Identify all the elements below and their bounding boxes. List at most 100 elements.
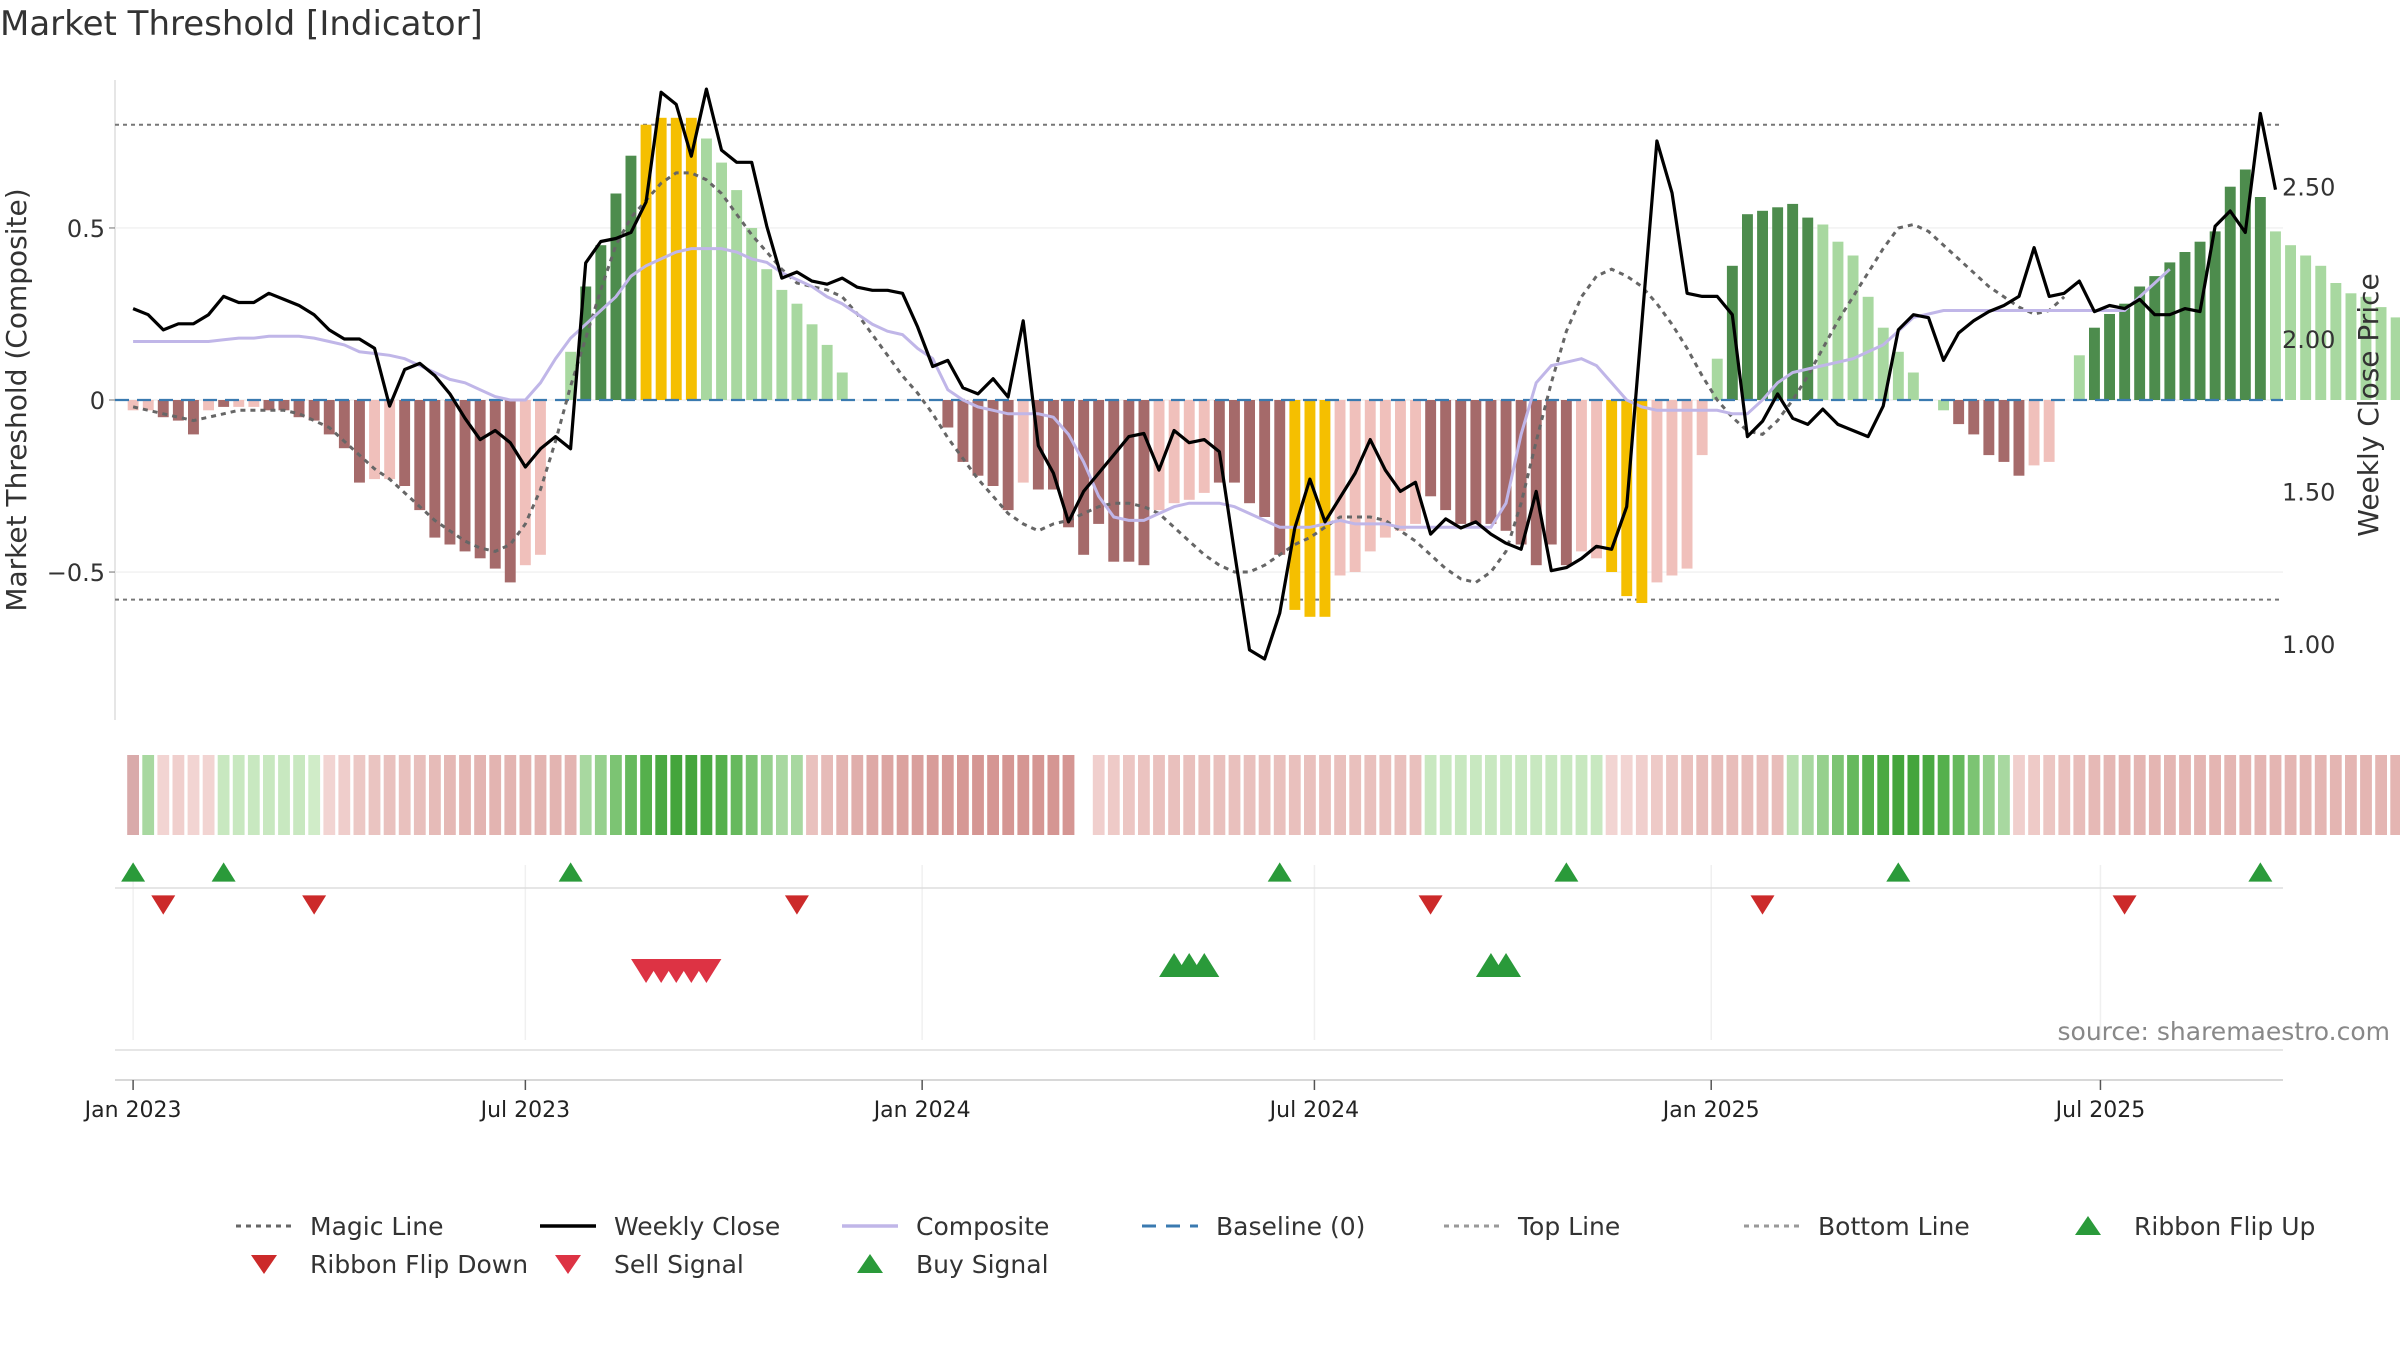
bar-121 (1953, 400, 1965, 425)
bar-85 (1410, 400, 1421, 524)
ribbon-segment-59 (1017, 755, 1030, 835)
bar-66 (1123, 400, 1135, 562)
bar-74 (1244, 400, 1255, 504)
bar-22 (459, 400, 471, 552)
ribbon-segment-128 (2058, 755, 2071, 835)
ribbon-segment-96 (1575, 755, 1588, 835)
ribbon-segment-75 (1258, 755, 1271, 835)
composite-line (133, 247, 2171, 529)
bar-72 (1213, 400, 1225, 483)
ribbon-segment-87 (1439, 755, 1452, 835)
ribbon-segment-115 (1862, 755, 1874, 835)
ribbon-segment-4 (187, 755, 200, 835)
ribbon-segment-84 (1394, 755, 1407, 835)
ribbon-segment-9 (263, 755, 275, 835)
bar-117 (1892, 351, 1904, 400)
ribbon-segment-110 (1786, 755, 1799, 835)
ribbon-segment-13 (323, 755, 336, 835)
bar-37 (685, 117, 697, 401)
legend-label-8: Sell Signal (614, 1250, 744, 1279)
ribbon-segment-90 (1485, 755, 1497, 835)
ribbon-segment-145 (2314, 755, 2327, 835)
ribbon-segment-107 (1741, 755, 1754, 835)
ribbon-segment-126 (2028, 755, 2040, 835)
ribbon-segment-108 (1756, 755, 1769, 835)
bar-27 (535, 400, 546, 555)
sell-signal-marker-4 (691, 959, 722, 983)
legend-key-7 (251, 1255, 277, 1274)
ribbon-segment-55 (957, 755, 969, 835)
ribbon-segment-0 (127, 755, 139, 835)
bar-0 (127, 400, 139, 411)
ribbon-flip-down-marker-4 (1750, 895, 1775, 915)
bar-86 (1425, 400, 1437, 497)
ribbon-segment-124 (1998, 755, 2010, 835)
ribbon-segment-3 (172, 755, 185, 835)
ribbon-segment-60 (1032, 755, 1045, 835)
ribbon-segment-1 (142, 755, 155, 835)
buy-signal-marker-4 (1491, 953, 1522, 977)
ribbon-segment-77 (1288, 755, 1301, 835)
legend-item-2: Composite (842, 1212, 1049, 1241)
bar-63 (1078, 400, 1090, 555)
legend-item-6: Ribbon Flip Up (2075, 1212, 2315, 1241)
ribbon-segment-17 (383, 755, 396, 835)
ribbon-segment-123 (1982, 755, 1995, 835)
ribbon-segment-132 (2118, 755, 2131, 835)
ribbon-segment-46 (821, 755, 833, 835)
bar-147 (2345, 293, 2357, 400)
ribbon-segment-40 (730, 755, 743, 835)
bar-118 (1907, 372, 1919, 400)
bar-146 (2330, 283, 2342, 400)
ribbon-segment-142 (2269, 755, 2282, 835)
bar-93 (1530, 400, 1542, 566)
ribbon-segment-31 (594, 755, 607, 835)
legend-label-6: Ribbon Flip Up (2134, 1212, 2315, 1241)
ribbon-segment-136 (2179, 755, 2191, 835)
y-axis-title-right: Weekly Close Price (2352, 273, 2385, 536)
ribbon-segment-68 (1153, 755, 1165, 835)
bar-105 (1711, 358, 1723, 400)
ribbon-segment-131 (2103, 755, 2116, 835)
bar-41 (746, 228, 758, 400)
ribbon-segment-79 (1319, 755, 1331, 835)
bar-145 (2315, 265, 2327, 400)
ribbon-segment-97 (1590, 755, 1603, 835)
bar-31 (595, 245, 607, 400)
bar-112 (1817, 224, 1829, 400)
bar-1 (142, 400, 154, 411)
legend-key-9 (857, 1254, 883, 1273)
bar-54 (942, 400, 954, 428)
bar-101 (1651, 400, 1663, 583)
x-tick-label-3: Jul 2024 (1268, 1098, 1360, 1123)
bar-135 (2164, 262, 2176, 400)
ribbon-segment-101 (1651, 755, 1663, 835)
bar-21 (444, 400, 456, 545)
ribbon-segment-71 (1198, 755, 1211, 835)
x-tick-label-4: Jan 2025 (1661, 1098, 1760, 1123)
ribbon-segment-121 (1952, 755, 1965, 835)
ribbon-segment-61 (1047, 755, 1060, 835)
ribbon-segment-140 (2239, 755, 2252, 835)
ribbon-segment-67 (1138, 755, 1150, 835)
bar-23 (474, 400, 486, 559)
ribbon-segment-23 (474, 755, 486, 835)
bar-24 (489, 400, 501, 569)
bar-42 (761, 269, 773, 400)
x-tick-label-5: Jul 2025 (2054, 1098, 2146, 1123)
ribbon-segment-120 (1937, 755, 1950, 835)
ribbon-segment-141 (2254, 755, 2267, 835)
bar-5 (203, 400, 214, 411)
ribbon-segment-125 (2013, 755, 2025, 835)
ribbon-segment-2 (157, 755, 170, 835)
ribbon-segment-103 (1681, 755, 1693, 835)
ribbon-segment-69 (1168, 755, 1180, 835)
ribbon-segment-147 (2345, 755, 2357, 835)
bar-47 (836, 372, 848, 400)
bar-3 (172, 400, 184, 421)
ribbon-segment-5 (202, 755, 215, 835)
bar-142 (2270, 231, 2281, 400)
ribbon-segment-149 (2375, 755, 2387, 835)
ribbon-segment-72 (1213, 755, 1226, 835)
ribbon-segment-143 (2284, 755, 2297, 835)
